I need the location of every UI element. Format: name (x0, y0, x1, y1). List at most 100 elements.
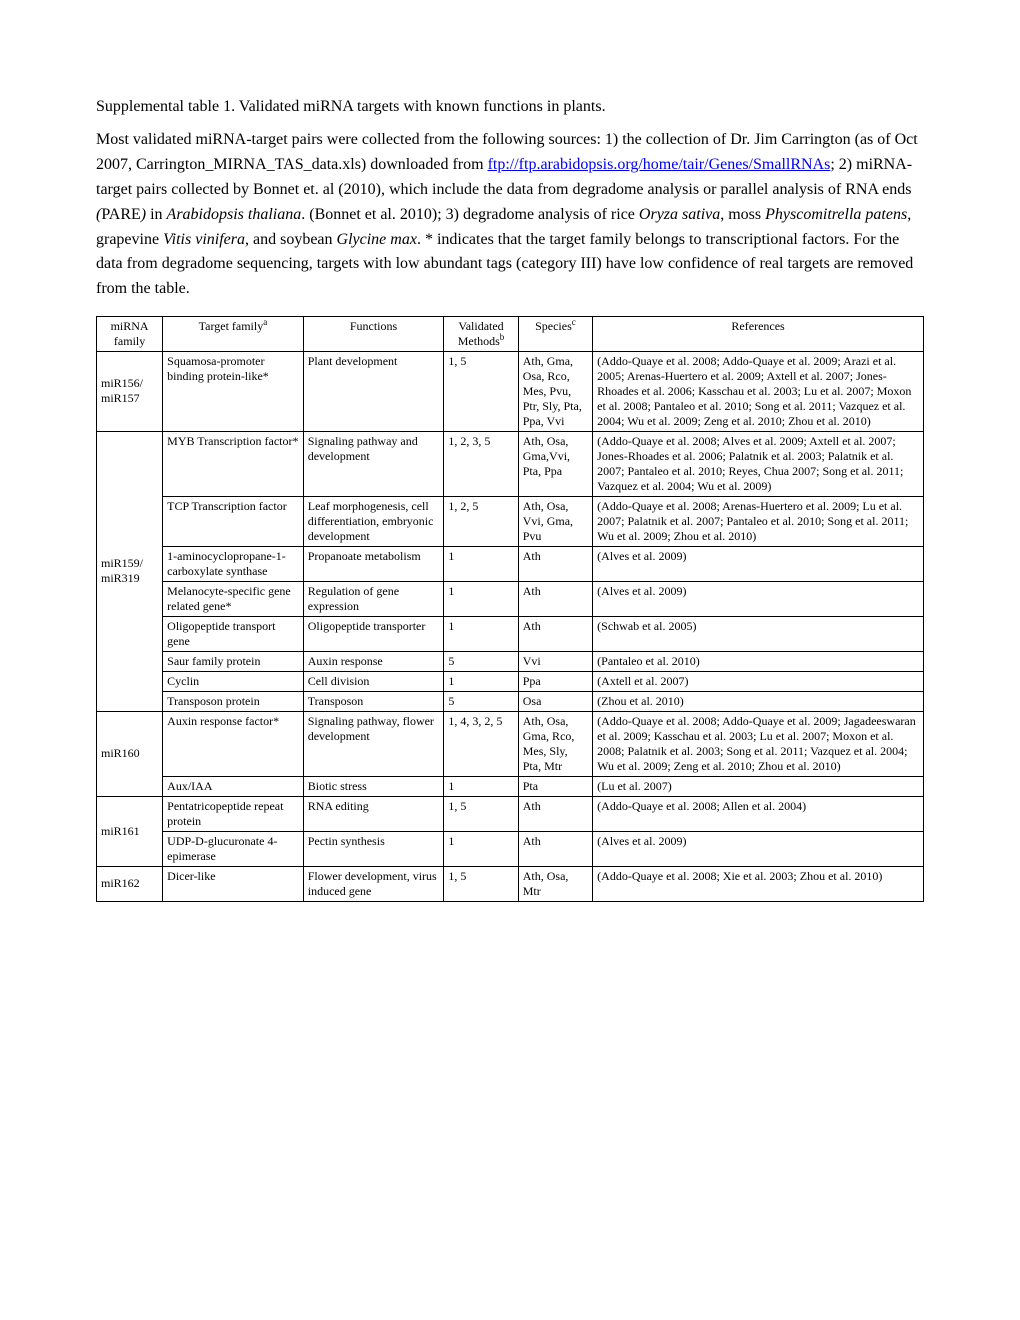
col-header-references: References (593, 316, 924, 351)
table-row: Aux/IAABiotic stress1Pta(Lu et al. 2007) (97, 776, 924, 796)
intro-p3: in (146, 206, 166, 223)
target-cell: Squamosa-promoter binding protein-like* (163, 351, 304, 431)
species-gma: Glycine max (337, 231, 417, 248)
target-cell: TCP Transcription factor (163, 496, 304, 546)
methods-cell: 1, 2, 3, 5 (444, 431, 518, 496)
methods-cell: 1 (444, 671, 518, 691)
methods-cell: 1, 4, 3, 2, 5 (444, 711, 518, 776)
functions-cell: Pectin synthesis (303, 831, 444, 866)
methods-cell: 5 (444, 651, 518, 671)
mirna-table: miRNA family Target familya Functions Va… (96, 316, 924, 902)
methods-cell: 1, 2, 5 (444, 496, 518, 546)
references-cell: (Addo-Quaye et al. 2008; Allen et al. 20… (593, 796, 924, 831)
table-row: Saur family proteinAuxin response5Vvi(Pa… (97, 651, 924, 671)
methods-cell: 1 (444, 616, 518, 651)
table-row: UDP-D-glucuronate 4-epimerasePectin synt… (97, 831, 924, 866)
species-osa: Oryza sativa (639, 206, 720, 223)
intro-paragraph: Most validated miRNA-target pairs were c… (96, 128, 924, 302)
target-cell: Auxin response factor* (163, 711, 304, 776)
species-cell: Ath (518, 616, 592, 651)
mirna-cell: miR160 (97, 711, 163, 796)
intro-p7: , and soybean (245, 231, 337, 248)
species-cell: Vvi (518, 651, 592, 671)
methods-cell: 1, 5 (444, 796, 518, 831)
methods-cell: 5 (444, 691, 518, 711)
methods-cell: 1, 5 (444, 351, 518, 431)
ftp-link[interactable]: ftp://ftp.arabidopsis.org/home/tair/Gene… (488, 156, 831, 173)
table-row: Transposon proteinTransposon5Osa(Zhou et… (97, 691, 924, 711)
target-cell: Melanocyte-specific gene related gene* (163, 581, 304, 616)
table-row: miR160Auxin response factor*Signaling pa… (97, 711, 924, 776)
references-cell: (Axtell et al. 2007) (593, 671, 924, 691)
references-cell: (Alves et al. 2009) (593, 831, 924, 866)
functions-cell: Auxin response (303, 651, 444, 671)
species-cell: Ath, Osa, Gma,Vvi, Pta, Ppa (518, 431, 592, 496)
functions-cell: RNA editing (303, 796, 444, 831)
functions-cell: Propanoate metabolism (303, 546, 444, 581)
pare-text: PARE (101, 206, 140, 223)
species-cell: Ath (518, 581, 592, 616)
references-cell: (Addo-Quaye et al. 2008; Xie et al. 2003… (593, 866, 924, 901)
col-header-mirna: miRNA family (97, 316, 163, 351)
species-cell: Ath, Osa, Vvi, Gma, Pvu (518, 496, 592, 546)
references-cell: (Alves et al. 2009) (593, 581, 924, 616)
references-cell: (Addo-Quaye et al. 2008; Addo-Quaye et a… (593, 711, 924, 776)
table-row: miR161Pentatricopeptide repeat proteinRN… (97, 796, 924, 831)
methods-cell: 1 (444, 831, 518, 866)
functions-cell: Signaling pathway and development (303, 431, 444, 496)
col-header-methods: Validated Methodsb (444, 316, 518, 351)
species-cell: Ath, Osa, Mtr (518, 866, 592, 901)
species-vvi: Vitis vinifera (163, 231, 245, 248)
species-cell: Osa (518, 691, 592, 711)
target-cell: Saur family protein (163, 651, 304, 671)
target-cell: Transposon protein (163, 691, 304, 711)
species-cell: Ath (518, 796, 592, 831)
species-cell: Ath, Osa, Gma, Rco, Mes, Sly, Pta, Mtr (518, 711, 592, 776)
references-cell: (Addo-Quaye et al. 2008; Arenas-Huertero… (593, 496, 924, 546)
species-cell: Pta (518, 776, 592, 796)
target-cell: UDP-D-glucuronate 4-epimerase (163, 831, 304, 866)
species-cell: Ppa (518, 671, 592, 691)
target-cell: 1-aminocyclopropane-1-carboxylate syntha… (163, 546, 304, 581)
methods-cell: 1 (444, 581, 518, 616)
table-row: miR162Dicer-likeFlower development, viru… (97, 866, 924, 901)
doc-title: Supplemental table 1. Validated miRNA ta… (96, 96, 924, 118)
table-row: CyclinCell division1Ppa(Axtell et al. 20… (97, 671, 924, 691)
intro-p5: , moss (720, 206, 765, 223)
species-ppa: Physcomitrella patens (765, 206, 907, 223)
mirna-cell: miR162 (97, 866, 163, 901)
references-cell: (Schwab et al. 2005) (593, 616, 924, 651)
references-cell: (Zhou et al. 2010) (593, 691, 924, 711)
functions-cell: Signaling pathway, flower development (303, 711, 444, 776)
col-header-target: Target familya (163, 316, 304, 351)
mirna-cell: miR156/ miR157 (97, 351, 163, 431)
col-header-species: Speciesc (518, 316, 592, 351)
species-cell: Ath (518, 546, 592, 581)
table-row: Oligopeptide transport geneOligopeptide … (97, 616, 924, 651)
target-cell: Pentatricopeptide repeat protein (163, 796, 304, 831)
functions-cell: Regulation of gene expression (303, 581, 444, 616)
functions-cell: Plant development (303, 351, 444, 431)
table-row: TCP Transcription factorLeaf morphogenes… (97, 496, 924, 546)
references-cell: (Pantaleo et al. 2010) (593, 651, 924, 671)
functions-cell: Leaf morphogenesis, cell differentiation… (303, 496, 444, 546)
table-row: 1-aminocyclopropane-1-carboxylate syntha… (97, 546, 924, 581)
mirna-cell: miR159/ miR319 (97, 431, 163, 711)
references-cell: (Addo-Quaye et al. 2008; Alves et al. 20… (593, 431, 924, 496)
references-cell: (Alves et al. 2009) (593, 546, 924, 581)
species-cell: Ath, Gma, Osa, Rco, Mes, Pvu, Ptr, Sly, … (518, 351, 592, 431)
intro-p4: . (Bonnet et al. 2010); 3) degradome ana… (301, 206, 639, 223)
species-ath: Arabidopsis thaliana (167, 206, 302, 223)
table-row: miR156/ miR157Squamosa-promoter binding … (97, 351, 924, 431)
functions-cell: Cell division (303, 671, 444, 691)
methods-cell: 1, 5 (444, 866, 518, 901)
table-header-row: miRNA family Target familya Functions Va… (97, 316, 924, 351)
table-row: miR159/ miR319MYB Transcription factor*S… (97, 431, 924, 496)
mirna-cell: miR161 (97, 796, 163, 866)
functions-cell: Flower development, virus induced gene (303, 866, 444, 901)
col-header-functions: Functions (303, 316, 444, 351)
functions-cell: Biotic stress (303, 776, 444, 796)
target-cell: Cyclin (163, 671, 304, 691)
methods-cell: 1 (444, 776, 518, 796)
functions-cell: Oligopeptide transporter (303, 616, 444, 651)
